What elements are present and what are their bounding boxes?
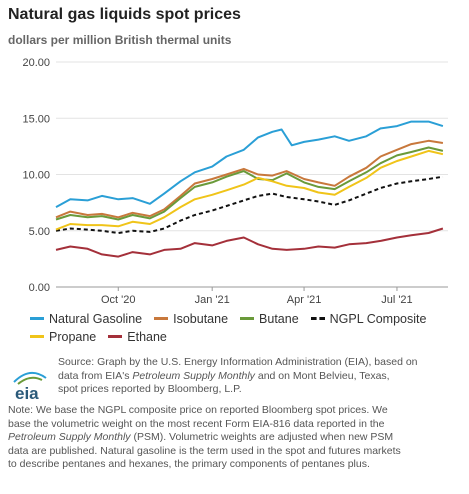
note-line: Note: We base the NGPL composite price o…: [8, 404, 388, 416]
y-tick-label: 10.00: [22, 170, 50, 182]
x-tick-label: Apr '21: [287, 294, 322, 306]
legend-label: Isobutane: [173, 312, 229, 326]
legend-item: NGPL Composite: [310, 312, 427, 326]
source-line: spot prices reported by Bloomberg, L.P.: [58, 383, 242, 395]
source-line: data from EIA's Petroleum Supply Monthly…: [58, 369, 390, 382]
line-chart: 0.00 5.00 10.00 15.00 20.00 Oct '20 Jan '21 Ap…: [22, 57, 448, 306]
note-text: Note: We base the NGPL composite price o…: [8, 404, 463, 472]
note-line: base the volumetric weight on the most r…: [8, 417, 385, 430]
series-line-propane: [55, 149, 444, 231]
note-line: to describe pentanes and hexanes, the pr…: [8, 458, 370, 470]
legend-label: Butane: [259, 312, 299, 326]
x-tick-label: Oct '20: [101, 294, 136, 306]
legend-swatch: [154, 317, 169, 321]
note-line: Petroleum Supply Monthly (PSM). Volumetr…: [8, 431, 394, 443]
source-line: Source: Graph by the U.S. Energy Informa…: [58, 356, 418, 368]
source-text: Source: Graph by the U.S. Energy Informa…: [58, 356, 458, 397]
legend-row: Natural Gasoline Isobutane Butane NGPL Comp…: [30, 312, 450, 330]
legend-swatch: [108, 335, 123, 339]
logo-text: eia: [15, 384, 39, 403]
series-line-isobutane: [55, 139, 444, 219]
legend-item: Propane: [30, 330, 96, 344]
series-lines: [55, 120, 444, 258]
legend-swatch: [240, 317, 255, 321]
y-axis: 0.00 5.00 10.00 15.00 20.00: [22, 57, 50, 294]
series-line-butane: [55, 146, 444, 221]
x-tick-label: Jul '21: [381, 294, 412, 306]
chart-title: Natural gas liquids spot prices: [8, 6, 241, 23]
eia-logo: eia: [13, 371, 47, 403]
series-line-ngpl-composite: [55, 175, 444, 234]
legend: Natural Gasoline Isobutane Butane NGPL Comp…: [30, 312, 450, 348]
legend-item: Ethane: [108, 330, 167, 344]
x-tick-label: Jan '21: [195, 294, 230, 306]
chart-subtitle: dollars per million British thermal unit…: [8, 33, 232, 47]
legend-swatch: [30, 335, 44, 339]
y-tick-label: 15.00: [22, 113, 50, 125]
legend-label: NGPL Composite: [329, 312, 427, 326]
legend-row: Propane Ethane: [30, 330, 450, 348]
legend-label: Propane: [49, 330, 97, 344]
series-line-ethane: [55, 227, 444, 258]
note-line: data are published. Natural gasoline is …: [8, 444, 401, 457]
y-tick-label: 20.00: [22, 57, 50, 69]
y-tick-label: 0.00: [29, 282, 50, 294]
legend-label: Ethane: [127, 330, 167, 344]
legend-swatch: [310, 317, 325, 321]
legend-swatch: [30, 317, 44, 321]
legend-item: Isobutane: [154, 312, 228, 326]
x-axis: Oct '20 Jan '21 Apr '21 Jul '21: [101, 287, 413, 306]
y-tick-label: 5.00: [29, 226, 50, 238]
legend-label: Natural Gasoline: [49, 312, 143, 326]
legend-item: Butane: [240, 312, 299, 326]
series-line-natural-gasoline: [55, 120, 444, 208]
legend-item: Natural Gasoline: [30, 312, 142, 326]
